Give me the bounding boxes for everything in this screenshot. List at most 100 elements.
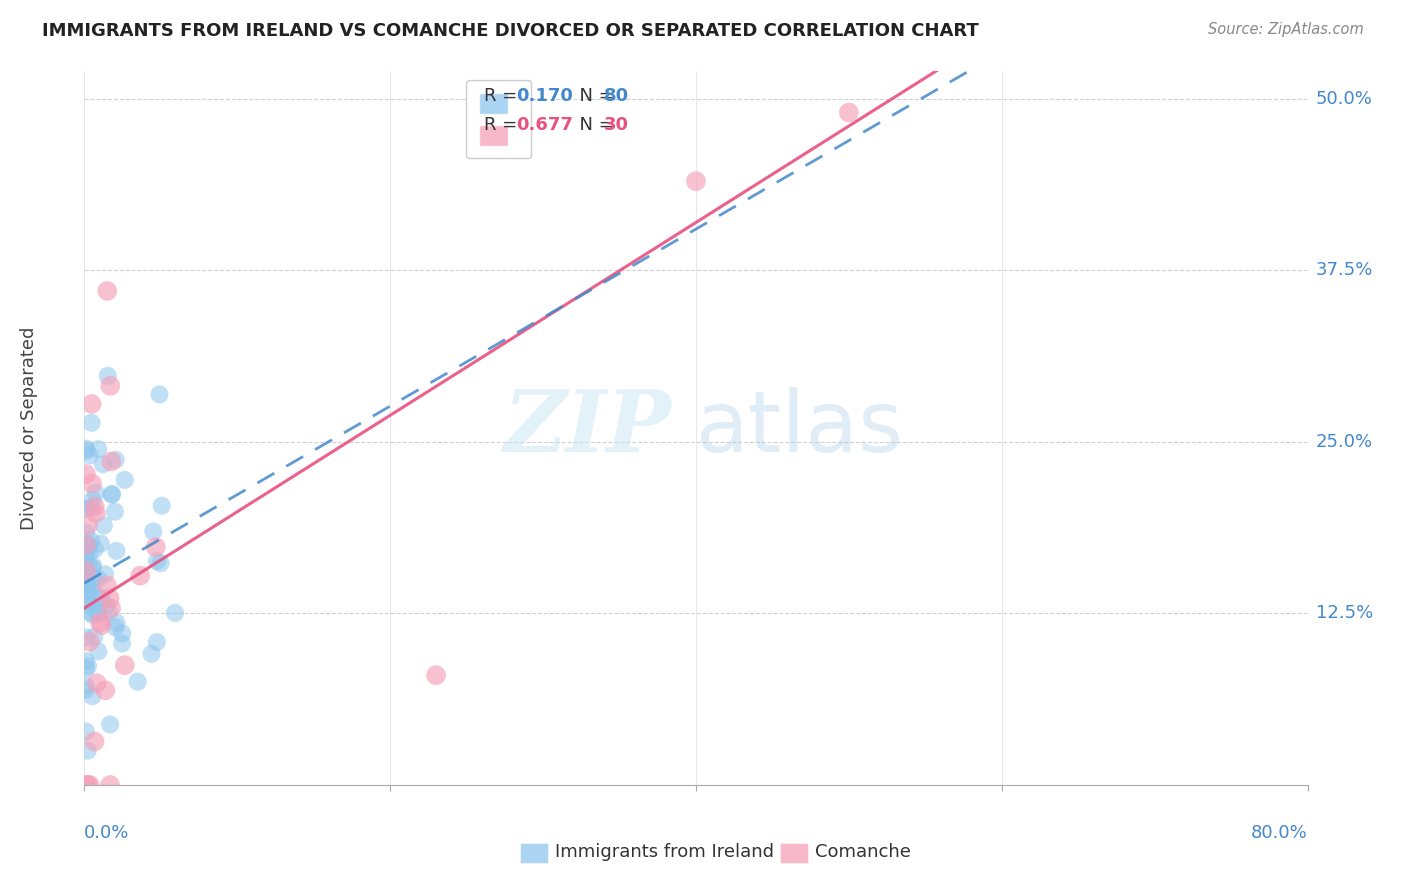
Point — [97, 368, 120, 383]
Point — [104, 620, 127, 634]
Point — [89, 591, 111, 606]
Text: 80.0%: 80.0% — [1251, 824, 1308, 842]
Point — [75, 564, 97, 578]
Point — [75, 569, 97, 583]
Text: Source: ZipAtlas.com: Source: ZipAtlas.com — [1208, 22, 1364, 37]
Point — [77, 540, 100, 554]
Point — [82, 690, 104, 704]
Point — [89, 615, 111, 629]
Point — [114, 473, 136, 487]
Point — [76, 443, 98, 458]
Point — [87, 571, 110, 585]
Point — [75, 538, 97, 552]
Point — [104, 452, 127, 467]
Point — [77, 659, 100, 673]
Point — [76, 590, 98, 604]
Point — [82, 607, 104, 622]
Point — [86, 676, 108, 690]
Text: 0.677: 0.677 — [516, 116, 574, 134]
Point — [98, 717, 121, 731]
Text: atlas: atlas — [696, 386, 904, 470]
Point — [83, 734, 105, 748]
Point — [141, 647, 163, 661]
Point — [87, 442, 110, 457]
Text: 37.5%: 37.5% — [1316, 261, 1374, 279]
Point — [75, 679, 97, 693]
Point — [87, 644, 110, 658]
Text: 0.0%: 0.0% — [84, 824, 129, 842]
Point — [145, 540, 167, 554]
Text: 30: 30 — [605, 116, 630, 134]
Text: Divorced or Separated: Divorced or Separated — [20, 326, 38, 530]
Point — [80, 476, 103, 491]
Point — [98, 378, 121, 392]
Point — [76, 583, 98, 598]
Point — [76, 579, 98, 593]
Point — [104, 505, 127, 519]
Point — [96, 578, 118, 592]
Text: ZIP: ZIP — [503, 386, 672, 470]
Point — [100, 601, 122, 615]
Point — [105, 615, 128, 630]
Point — [75, 542, 97, 557]
Point — [75, 566, 97, 580]
Text: N =: N = — [568, 116, 619, 134]
Point — [80, 397, 103, 411]
Text: R =: R = — [484, 116, 523, 134]
Point — [82, 558, 104, 573]
Point — [76, 593, 98, 607]
Point — [79, 634, 101, 648]
Point — [146, 554, 169, 568]
Point — [97, 605, 120, 619]
Point — [148, 387, 170, 401]
Point — [142, 524, 165, 539]
Point — [75, 661, 97, 675]
Point — [127, 674, 149, 689]
Point — [75, 442, 97, 456]
Point — [91, 458, 114, 472]
Point — [75, 525, 97, 540]
Text: 80: 80 — [605, 87, 630, 105]
Point — [94, 567, 117, 582]
Text: R =: R = — [484, 87, 523, 105]
Point — [79, 449, 101, 463]
Point — [111, 626, 134, 640]
Point — [98, 591, 121, 606]
Point — [75, 537, 97, 551]
Point — [149, 556, 172, 570]
Point — [80, 533, 103, 548]
Point — [82, 572, 104, 586]
Point — [84, 485, 107, 500]
Point — [82, 561, 104, 575]
Point — [80, 416, 103, 430]
Text: IMMIGRANTS FROM IRELAND VS COMANCHE DIVORCED OR SEPARATED CORRELATION CHART: IMMIGRANTS FROM IRELAND VS COMANCHE DIVO… — [42, 22, 979, 40]
Point — [79, 545, 101, 559]
Point — [163, 606, 186, 620]
Text: 25.0%: 25.0% — [1316, 433, 1374, 450]
Text: 12.5%: 12.5% — [1316, 605, 1374, 623]
Point — [90, 618, 112, 632]
Point — [100, 487, 122, 501]
Point — [75, 501, 97, 516]
Point — [98, 778, 121, 792]
Point — [75, 682, 97, 697]
Text: 0.170: 0.170 — [516, 87, 574, 105]
Point — [75, 558, 97, 573]
Point — [83, 630, 105, 644]
Point — [76, 598, 98, 612]
Point — [94, 683, 117, 698]
Point — [86, 604, 108, 618]
Point — [82, 493, 104, 508]
Point — [93, 518, 115, 533]
Legend: , : , — [467, 80, 531, 158]
Point — [79, 584, 101, 599]
Point — [75, 631, 97, 645]
Text: N =: N = — [568, 87, 619, 105]
Point — [90, 591, 112, 605]
Point — [838, 105, 860, 120]
Point — [425, 668, 447, 682]
Point — [84, 506, 107, 520]
Point — [105, 544, 128, 558]
Point — [75, 778, 97, 792]
Text: Immigrants from Ireland: Immigrants from Ireland — [555, 843, 775, 861]
